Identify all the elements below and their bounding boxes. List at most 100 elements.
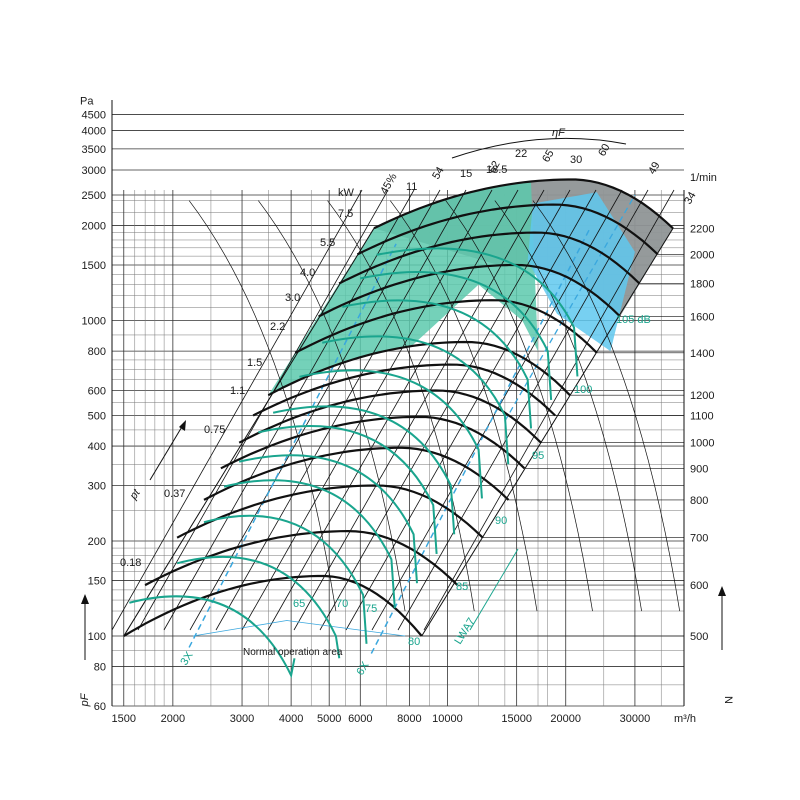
noise-label: 105 dB [616,314,651,326]
power-label: 1.1 [230,385,245,397]
system-line [345,189,597,631]
noise-label: 90 [495,515,507,527]
y-tick-label: 2500 [82,190,106,202]
rpm-label: 900 [690,463,708,475]
efficiency-label: 65 [540,148,557,165]
rpm-label: 700 [690,533,708,545]
y-tick-label: 4000 [82,126,106,138]
efficiency-label: 34 [682,190,699,207]
power-label: 15 [460,168,472,180]
y-tick-label: 100 [88,631,106,643]
speed-curve-900 [220,415,526,470]
efficiency-label: 60 [596,142,613,159]
y-tick-label: 3500 [82,144,106,156]
rpm-label: 1800 [690,279,714,291]
y-tick-label: 1000 [82,316,106,328]
x-tick-label: 6000 [348,713,372,725]
power-label: 0.18 [120,557,141,569]
teal-noise-zone [268,181,539,396]
efficiency-arc [389,200,538,612]
y-arrow-head [81,594,89,604]
rpm-label: 1000 [690,438,714,450]
power-label: 0.37 [164,488,185,500]
line-blue-right [504,194,636,422]
power-label: 7.5 [338,208,353,220]
efficiency-label: 62 [486,159,503,176]
efficiency-arc [445,200,593,612]
speed-curve-500 [123,574,423,637]
lwa-label: LWA7 [452,616,477,647]
speed-curve-700 [176,484,484,539]
y-tick-label: 800 [88,346,106,358]
speed-curve-600 [144,529,459,587]
envelope-left [123,228,375,637]
y-tick-label: 1500 [82,260,106,272]
efficiency-arc [532,200,681,612]
power-label: 2.2 [270,321,285,333]
envelope-right [421,228,674,637]
pt-arrow-head [179,420,186,431]
y-tick-label: 600 [88,386,106,398]
y-axis-unit: Pa [80,95,94,107]
system-line [397,189,649,631]
noise-label: 100 [574,384,592,396]
y-tick-label: 200 [88,536,106,548]
speed-curve-1400 [294,299,598,354]
speed-curve-2200 [373,178,674,230]
power-label: 18.5 [486,164,507,176]
efficiency-label: 49 [646,160,663,177]
noise-curve [238,454,418,584]
rpm-label: 500 [690,631,708,643]
lwa-arrow [469,548,519,631]
noise-curve [322,335,510,465]
kw-label: kW [338,187,355,199]
rpm-label: 1100 [690,410,714,422]
noise-curve [203,514,368,644]
power-label: 0.75 [204,424,225,436]
rpm-label: 2200 [690,223,714,235]
y-axis-label-bottom: pF [79,692,91,707]
rpm-label: 1400 [690,348,714,360]
x-tick-label: 1500 [112,713,136,725]
noise-curve [299,369,483,499]
y-tick-label: 2000 [82,221,106,233]
system-line [293,189,545,631]
rpm-label: 800 [690,495,708,507]
y-tick-label: 80 [94,662,106,674]
speed-curve-1000 [238,389,542,444]
x-tick-label: 4000 [279,713,303,725]
noise-curve [258,425,438,555]
noise-curve [223,479,396,609]
x-tick-label: 15000 [501,713,532,725]
n-arrow-head [718,586,726,596]
speed-curve-1100 [252,363,556,417]
noise-label: 85 [456,581,468,593]
speed-curves-layer [123,178,674,637]
system-line [241,189,493,631]
noise-curve [360,271,553,401]
noise-curve [129,595,296,679]
noise-curve [376,247,579,377]
noise-curves-layer [129,247,579,679]
power-label: 4.0 [300,267,315,279]
efficiency-arc [494,200,642,612]
power-label: 30 [570,154,582,166]
diagonal-grid-layer [111,189,681,654]
efficiency-arc [327,200,475,612]
x-axis-unit: m³/h [674,713,696,725]
y-tick-label: 500 [88,410,106,422]
system-line [319,189,571,631]
noise-curve [272,405,456,535]
noise-label: 70 [336,598,348,610]
y-tick-label: 60 [94,701,106,713]
power-label: 1.5 [247,357,262,369]
x-tick-label: 3000 [230,713,254,725]
x-tick-label: 20000 [550,713,581,725]
power-label: 5.5 [320,237,335,249]
efficiency-arc [188,200,337,612]
line-3x [188,243,397,648]
rpm-label: 1600 [690,311,714,323]
noise-label: 65 [293,598,305,610]
